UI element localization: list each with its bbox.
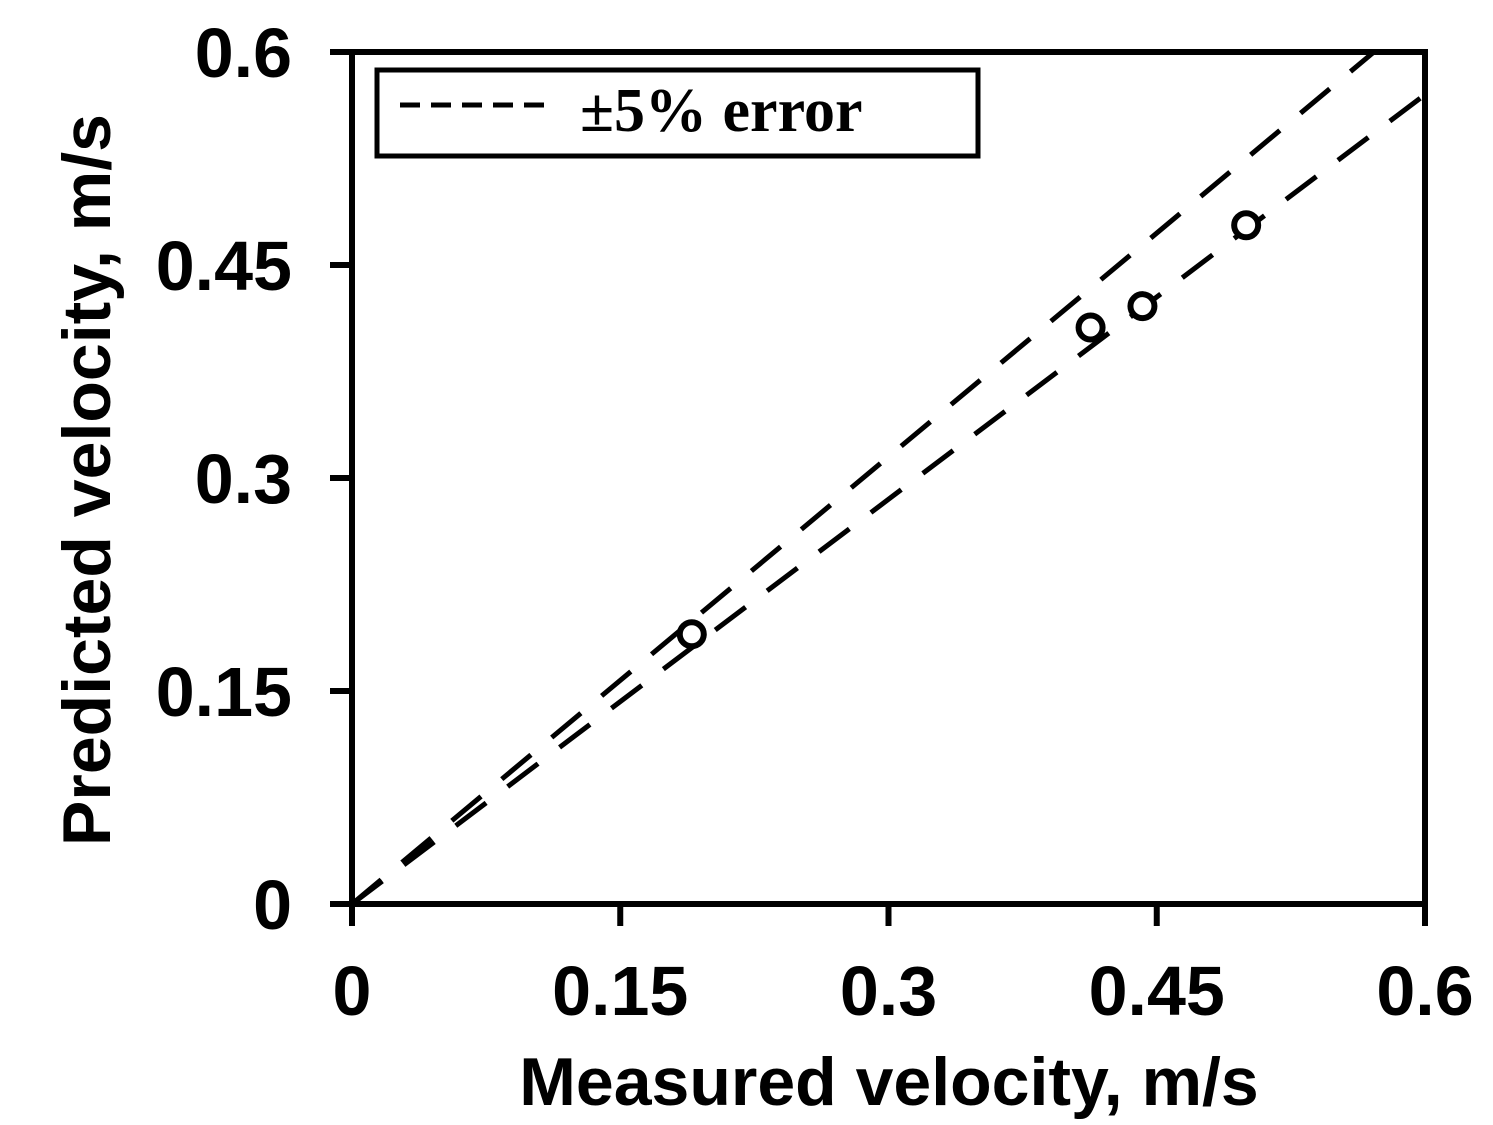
y-axis-title: Predicted velocity, m/s xyxy=(49,114,125,846)
legend-label: ±5% error xyxy=(580,77,862,145)
reference-lines xyxy=(350,50,1427,906)
x-tick-label: 0 xyxy=(333,952,372,1030)
data-point-1 xyxy=(676,619,707,650)
y-tick-label: 0.3 xyxy=(195,440,292,518)
data-points xyxy=(676,210,1262,650)
reference-line-plus-5-percent xyxy=(350,50,1376,906)
x-tick-label: 0.6 xyxy=(1376,952,1473,1030)
x-axis-title: Measured velocity, m/s xyxy=(519,1044,1259,1120)
legend-box xyxy=(374,67,981,159)
x-tick-label: 0.45 xyxy=(1089,952,1225,1030)
y-tick-label: 0.15 xyxy=(156,653,292,731)
x-tick-label: 0.3 xyxy=(840,952,937,1030)
legend: ±5% error xyxy=(374,67,981,159)
y-tick-label: 0 xyxy=(253,866,292,944)
y-tick-label: 0.6 xyxy=(195,14,292,92)
data-point-4 xyxy=(1231,210,1262,241)
data-point-2 xyxy=(1075,312,1106,343)
plot-frame xyxy=(349,49,1428,907)
y-tick-label: 0.45 xyxy=(156,227,292,305)
x-tick-label: 0.15 xyxy=(552,952,688,1030)
data-point-3 xyxy=(1127,291,1158,322)
ticks: 0 0.15 0.3 0.45 0.6 0 0.15 0.3 0.45 0.6 xyxy=(156,14,1474,1030)
reference-line-minus-5-percent xyxy=(350,92,1427,906)
axes xyxy=(349,49,1428,907)
